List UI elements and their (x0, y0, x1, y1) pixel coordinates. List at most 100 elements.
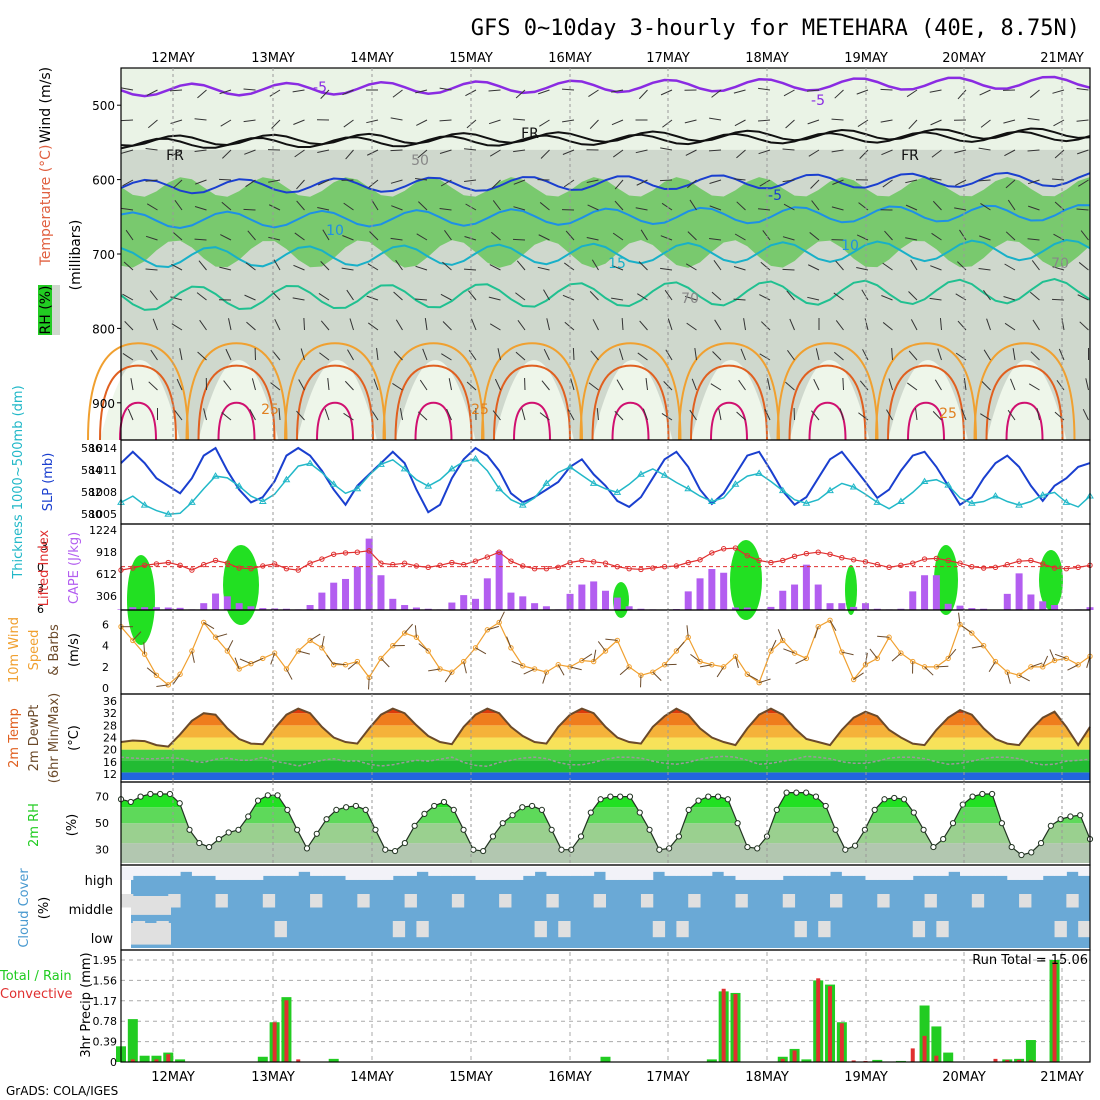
rh-section: 70 50 30 2m RH (%) (27, 789, 1094, 863)
rh-marker (607, 793, 614, 800)
thickness-marker (471, 454, 480, 462)
wind-speed-marker (248, 660, 254, 667)
wind-barb (663, 381, 673, 391)
wind-barb (1004, 322, 1016, 331)
pressure-axis-label: (millibars) (68, 220, 84, 291)
wind-barb (1027, 238, 1040, 241)
rh-marker (480, 847, 487, 855)
temperature-contour-warm (493, 364, 571, 441)
wind-speed-marker (484, 627, 491, 633)
cloud-clear-high (900, 867, 914, 880)
wind-barb (1067, 664, 1079, 671)
rh-marker (861, 826, 868, 833)
cape-bar (495, 551, 503, 610)
wind-barb (392, 383, 403, 391)
wind-barb (857, 119, 869, 127)
cloud-clear-high (1078, 867, 1091, 876)
cape-bar (377, 575, 385, 610)
wind-barb (513, 118, 526, 121)
wind-barb (1003, 296, 1016, 301)
lifted-index-marker (850, 557, 857, 563)
wind-barb (709, 117, 722, 121)
contour-label: 50 (411, 153, 429, 169)
cape-bar (956, 605, 964, 610)
wind-barb (1010, 378, 1016, 391)
wind-barb (218, 178, 232, 181)
wind-barb (808, 149, 820, 157)
wind-barb (761, 321, 771, 331)
wind-axis-label: 10m Wind (7, 617, 22, 683)
wind-barb (390, 117, 403, 121)
wind-barb (324, 408, 330, 421)
cloud-clear-high (310, 867, 323, 876)
wind-barb (127, 408, 134, 421)
wind-barb (1052, 178, 1065, 181)
cloud-clear-low (676, 921, 689, 938)
rh-marker (851, 842, 859, 849)
cloud-axis-unit: (%) (37, 897, 52, 920)
wind-barb (172, 673, 181, 685)
lifted-index-marker (260, 563, 266, 569)
rh-marker (362, 806, 369, 813)
wind-speed-marker (260, 655, 266, 662)
thickness-marker (140, 501, 149, 508)
cloud-clear-high (203, 867, 217, 876)
temperature-contour-warm (579, 342, 682, 441)
lifted-index-marker (992, 564, 999, 571)
rh-marker (587, 809, 594, 816)
wind-barb (489, 149, 501, 157)
wind-barb (662, 119, 673, 128)
temperature-contour-warm (185, 342, 288, 441)
wind-barb (196, 292, 207, 301)
wind-barb (1077, 294, 1089, 301)
wind-barb (245, 179, 256, 188)
precip-tick: 0.39 (93, 1036, 118, 1049)
wind-barb (333, 662, 346, 666)
cloud-clear-high (640, 867, 654, 880)
slp-tick: 1008 (89, 486, 117, 499)
thickness-marker (1062, 498, 1071, 505)
wind-barb (783, 89, 795, 97)
thickness-marker (731, 480, 740, 487)
thickness-tick: 580 (81, 508, 102, 521)
wind-barb (1027, 117, 1040, 121)
wind-panel-frame (120, 609, 1091, 695)
thickness-tick: 584 (81, 464, 102, 477)
wind-barb (1018, 674, 1030, 682)
pressure-tick: 600 (92, 174, 115, 188)
wind-barb (1006, 672, 1011, 684)
cloud-clear-low (131, 923, 171, 945)
temperature-contour-warm (1005, 401, 1044, 441)
lifted-index-marker (957, 560, 963, 566)
rh-marker (489, 833, 497, 840)
temperature-contour-warm (316, 401, 354, 441)
cloud-clear-high (274, 867, 287, 876)
thickness-line (120, 458, 1091, 515)
temperature-contour-warm (887, 364, 965, 441)
precip-rain-bar (284, 1000, 289, 1062)
wind-barb (782, 179, 795, 183)
wind-speed-marker (531, 666, 538, 672)
temp-tick: 32 (103, 707, 117, 720)
cloud-clear-high (558, 867, 571, 876)
wind-barb (497, 348, 501, 361)
wind-barb (652, 671, 662, 681)
thickness-marker (566, 463, 574, 470)
wind-barb (220, 119, 232, 127)
rh-marker (235, 826, 242, 833)
cape-bar (944, 603, 952, 610)
cloud-clear-middle (546, 894, 559, 908)
lifted-index-marker (165, 559, 171, 566)
wind-speed-marker (720, 664, 727, 670)
wind-barb (686, 322, 697, 331)
lifted-index-marker (732, 545, 739, 551)
thickness-marker (1038, 491, 1047, 498)
lifted-index-marker (1004, 561, 1010, 568)
lifted-index-marker (449, 559, 455, 566)
wind-barb (285, 668, 293, 680)
cloud-clear-high (380, 867, 394, 880)
wind-barb (637, 293, 648, 301)
rh-plume (592, 360, 673, 440)
wind-barb (1078, 179, 1089, 187)
thickness-marker (424, 482, 433, 489)
